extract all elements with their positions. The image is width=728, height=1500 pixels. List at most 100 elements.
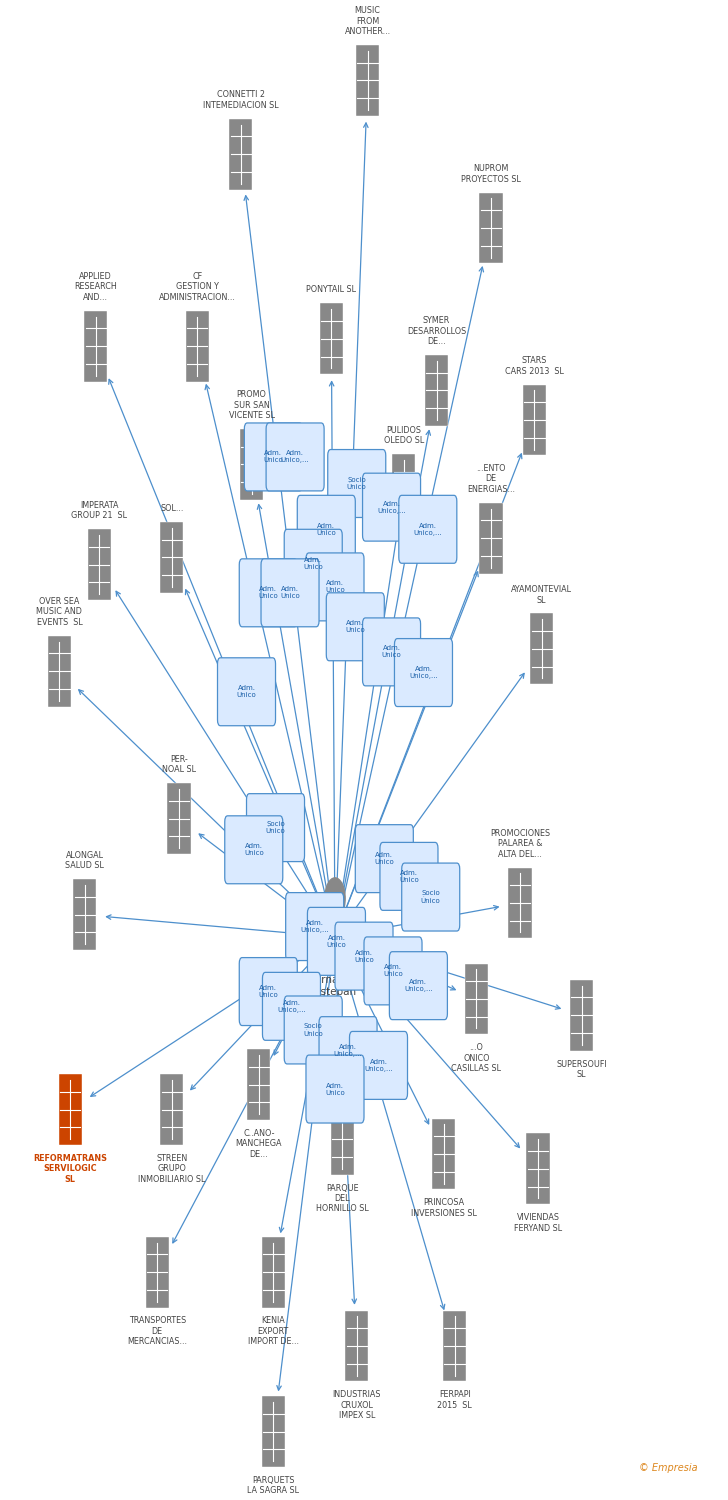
FancyBboxPatch shape bbox=[240, 560, 297, 627]
Text: Adm.
Unico: Adm. Unico bbox=[280, 586, 300, 600]
Text: Adm.
Unico: Adm. Unico bbox=[345, 621, 365, 633]
Text: APPLIED
RESEARCH
AND...: APPLIED RESEARCH AND... bbox=[74, 272, 117, 302]
Text: Adm.
Unico: Adm. Unico bbox=[258, 586, 278, 600]
FancyBboxPatch shape bbox=[395, 639, 453, 706]
Text: Socio
Único: Socio Único bbox=[266, 821, 285, 834]
Text: Adm.
Unico: Adm. Unico bbox=[317, 524, 336, 536]
Text: Adm.
Unico,...: Adm. Unico,... bbox=[377, 501, 406, 513]
Text: PONYTAIL SL: PONYTAIL SL bbox=[306, 285, 357, 294]
Bar bbox=[479, 503, 502, 573]
Text: NUPROM
PROYECTOS SL: NUPROM PROYECTOS SL bbox=[461, 165, 521, 183]
FancyBboxPatch shape bbox=[307, 908, 365, 975]
Text: PRINCOSA
INVERSIONES SL: PRINCOSA INVERSIONES SL bbox=[411, 1198, 477, 1218]
Text: AYAMONTEVIAL
SL: AYAMONTEVIAL SL bbox=[511, 585, 572, 604]
FancyBboxPatch shape bbox=[263, 972, 320, 1041]
Bar bbox=[262, 1236, 285, 1308]
FancyBboxPatch shape bbox=[284, 996, 342, 1064]
Bar bbox=[425, 356, 448, 426]
FancyBboxPatch shape bbox=[389, 951, 448, 1020]
Text: Adm.
Unico: Adm. Unico bbox=[383, 964, 403, 978]
Text: Adm.
Unico: Adm. Unico bbox=[399, 870, 419, 883]
FancyBboxPatch shape bbox=[319, 1017, 377, 1084]
Text: Socio
Único: Socio Único bbox=[304, 1023, 323, 1036]
FancyBboxPatch shape bbox=[380, 843, 438, 910]
Text: Adm.
Unico,...: Adm. Unico,... bbox=[333, 1044, 363, 1058]
FancyBboxPatch shape bbox=[364, 938, 422, 1005]
Text: Adm.
Unico: Adm. Unico bbox=[304, 556, 323, 570]
Text: OVER SEA
MUSIC AND
EVENTS  SL: OVER SEA MUSIC AND EVENTS SL bbox=[36, 597, 82, 627]
Text: Adm.
Unico: Adm. Unico bbox=[381, 645, 401, 658]
Bar bbox=[84, 310, 107, 381]
Bar bbox=[392, 454, 416, 525]
FancyBboxPatch shape bbox=[266, 423, 324, 490]
Text: Adm.
Unico,...: Adm. Unico,... bbox=[414, 524, 442, 536]
FancyBboxPatch shape bbox=[306, 1054, 364, 1124]
Bar bbox=[508, 867, 531, 939]
FancyBboxPatch shape bbox=[335, 922, 393, 990]
Text: Socio
Único: Socio Único bbox=[421, 890, 440, 904]
Polygon shape bbox=[320, 920, 349, 951]
FancyBboxPatch shape bbox=[326, 592, 384, 660]
Text: Adm.
Unico,...: Adm. Unico,... bbox=[301, 920, 329, 933]
Bar bbox=[160, 522, 183, 592]
Text: SUPERSOUFI
SL: SUPERSOUFI SL bbox=[556, 1059, 607, 1078]
Text: PER-
NOAL SL: PER- NOAL SL bbox=[162, 754, 196, 774]
Bar bbox=[464, 963, 488, 1035]
Text: STREEN
GRUPO
INMOBILIARIO SL: STREEN GRUPO INMOBILIARIO SL bbox=[138, 1154, 205, 1184]
Text: Adm.
Unico,...: Adm. Unico,... bbox=[364, 1059, 393, 1072]
Text: Adm.
Unico: Adm. Unico bbox=[327, 934, 347, 948]
FancyBboxPatch shape bbox=[225, 816, 282, 884]
Text: Adm.
Unico,...: Adm. Unico,... bbox=[281, 450, 309, 464]
Text: ALONGAL
SALUD SL: ALONGAL SALUD SL bbox=[66, 850, 104, 870]
Text: © Empresia: © Empresia bbox=[639, 1462, 697, 1473]
Bar bbox=[240, 429, 264, 500]
Bar bbox=[345, 1311, 368, 1382]
Text: IMPERATA
GROUP 21  SL: IMPERATA GROUP 21 SL bbox=[71, 501, 127, 520]
Text: C..ANO-
MANCHEGA
DE...: C..ANO- MANCHEGA DE... bbox=[236, 1130, 282, 1158]
Bar bbox=[356, 45, 379, 116]
FancyBboxPatch shape bbox=[363, 618, 421, 686]
Bar bbox=[229, 118, 253, 189]
Bar bbox=[248, 1048, 270, 1120]
Text: SYMER
DESARROLLOS
DE...: SYMER DESARROLLOS DE... bbox=[407, 316, 466, 346]
Bar bbox=[160, 1074, 183, 1144]
FancyBboxPatch shape bbox=[402, 862, 459, 932]
Text: Socio
Único: Socio Único bbox=[347, 477, 367, 490]
Bar bbox=[523, 384, 546, 456]
Text: CONNETTI 2
INTEMEDIACION SL: CONNETTI 2 INTEMEDIACION SL bbox=[203, 90, 279, 110]
Bar bbox=[87, 530, 111, 600]
FancyBboxPatch shape bbox=[306, 554, 364, 621]
Bar bbox=[331, 1104, 354, 1174]
FancyBboxPatch shape bbox=[328, 450, 386, 518]
Text: ...O
ONICO
CASILLAS SL: ...O ONICO CASILLAS SL bbox=[451, 1044, 502, 1072]
Text: STARS
CARS 2013  SL: STARS CARS 2013 SL bbox=[505, 357, 564, 375]
Bar bbox=[530, 614, 553, 684]
Text: Adm.
Unico: Adm. Unico bbox=[258, 986, 278, 998]
Text: PULIDOS
OLEDO SL: PULIDOS OLEDO SL bbox=[384, 426, 424, 445]
Bar bbox=[146, 1236, 169, 1308]
Text: Garcia
Hernandez
Esteban: Garcia Hernandez Esteban bbox=[306, 963, 363, 996]
FancyBboxPatch shape bbox=[297, 495, 355, 564]
Text: VIVIENDAS
FERYAND SL: VIVIENDAS FERYAND SL bbox=[514, 1214, 562, 1233]
Text: ...ENTO
DE
ENERGIAS...: ...ENTO DE ENERGIAS... bbox=[467, 464, 515, 494]
Text: FERPAPI
2015  SL: FERPAPI 2015 SL bbox=[438, 1390, 472, 1410]
Text: PARQUE
DEL
HORNILLO SL: PARQUE DEL HORNILLO SL bbox=[316, 1184, 368, 1214]
Text: Adm.
Unico,...: Adm. Unico,... bbox=[277, 1000, 306, 1012]
Bar bbox=[74, 879, 96, 950]
Text: PARQUETS
LA SAGRA SL: PARQUETS LA SAGRA SL bbox=[248, 1476, 299, 1496]
Bar bbox=[570, 980, 593, 1050]
Bar bbox=[59, 1074, 82, 1144]
Text: Adm.
Unico: Adm. Unico bbox=[325, 580, 345, 594]
Text: MUSIC
FROM
ANOTHER...: MUSIC FROM ANOTHER... bbox=[344, 6, 391, 36]
FancyBboxPatch shape bbox=[355, 825, 414, 892]
FancyBboxPatch shape bbox=[285, 892, 344, 960]
Text: Adm.
Unico: Adm. Unico bbox=[354, 950, 374, 963]
Bar bbox=[262, 1396, 285, 1467]
Bar bbox=[48, 636, 71, 706]
Text: PROMO
SUR SAN
VICENTE SL: PROMO SUR SAN VICENTE SL bbox=[229, 390, 274, 420]
FancyBboxPatch shape bbox=[399, 495, 457, 564]
Text: REFORMATRANS
SERVILOGIC
SL: REFORMATRANS SERVILOGIC SL bbox=[33, 1154, 107, 1184]
Text: SOL...: SOL... bbox=[160, 504, 183, 513]
FancyBboxPatch shape bbox=[349, 1032, 408, 1100]
Bar bbox=[443, 1311, 466, 1382]
